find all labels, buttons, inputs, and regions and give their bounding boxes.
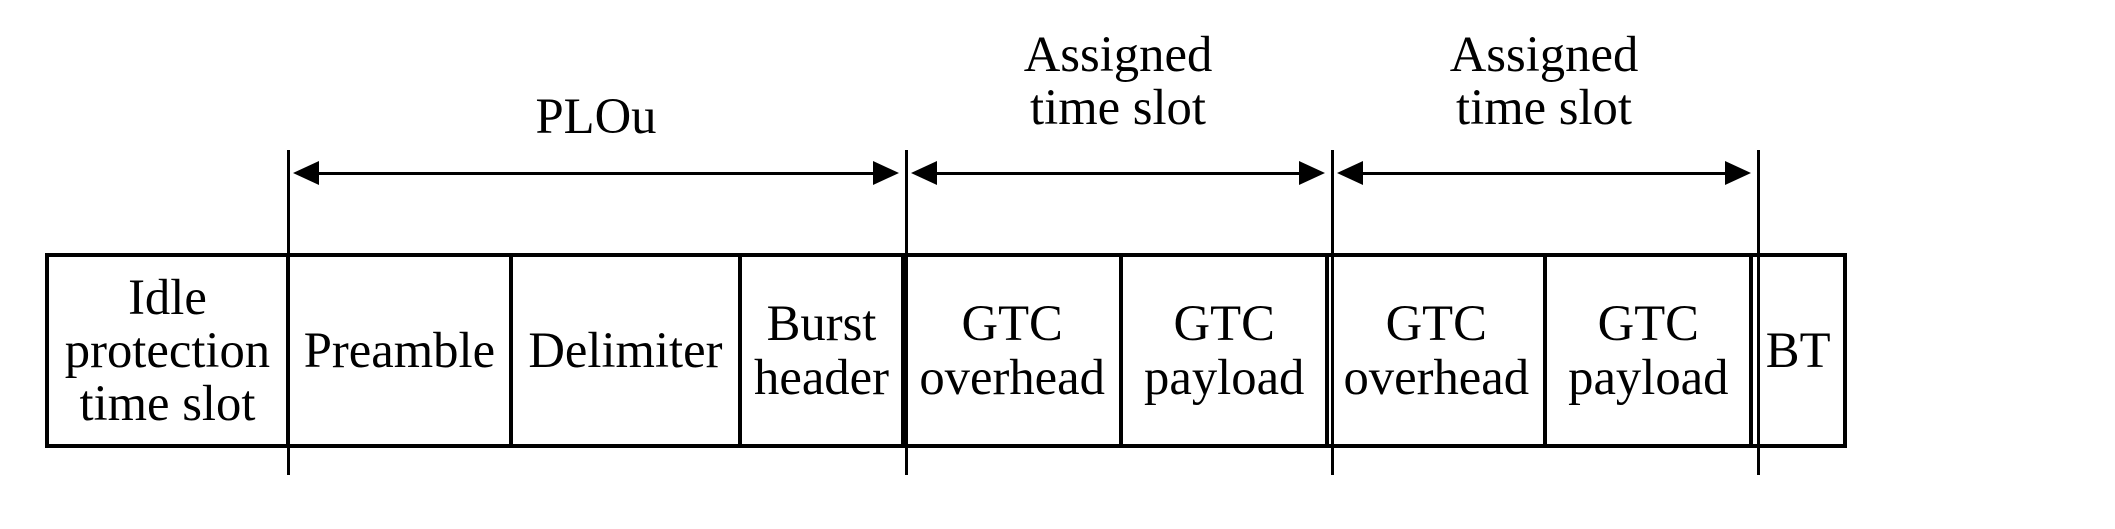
cell-preamble: Preamble <box>290 257 513 444</box>
arrow-head-left-icon <box>911 161 937 185</box>
arrow-head-left-icon <box>293 161 319 185</box>
cell-gtc-payload-1: GTC payload <box>1123 257 1329 444</box>
boundary-tick <box>1331 150 1334 475</box>
arrow-head-right-icon <box>1299 161 1325 185</box>
cell-gtc-overhead-2: GTC overhead <box>1329 257 1547 444</box>
arrow-head-right-icon <box>1725 161 1751 185</box>
boundary-tick <box>287 150 290 475</box>
cell-gtc-overhead-1: GTC overhead <box>905 257 1123 444</box>
cell-delimiter: Delimiter <box>513 257 742 444</box>
cell-burst-header: Burst header <box>742 257 905 444</box>
assigned-slot-1-label: Assigned time slot <box>905 28 1331 134</box>
boundary-tick <box>905 150 908 475</box>
cell-bt: BT <box>1753 257 1843 444</box>
assigned-slot-2-label: Assigned time slot <box>1331 28 1757 134</box>
boundary-tick <box>1757 150 1760 475</box>
cell-gtc-payload-2: GTC payload <box>1547 257 1753 444</box>
arrow-head-right-icon <box>873 161 899 185</box>
arrow-head-left-icon <box>1337 161 1363 185</box>
arrow-line <box>1347 172 1740 175</box>
frame-row: Idle protection time slotPreambleDelimit… <box>45 253 1847 448</box>
arrow-line <box>303 172 888 175</box>
arrow-line <box>921 172 1314 175</box>
cell-idle-protection-time-slot: Idle protection time slot <box>49 257 290 444</box>
plou-bracket-label: PLOu <box>346 90 846 143</box>
